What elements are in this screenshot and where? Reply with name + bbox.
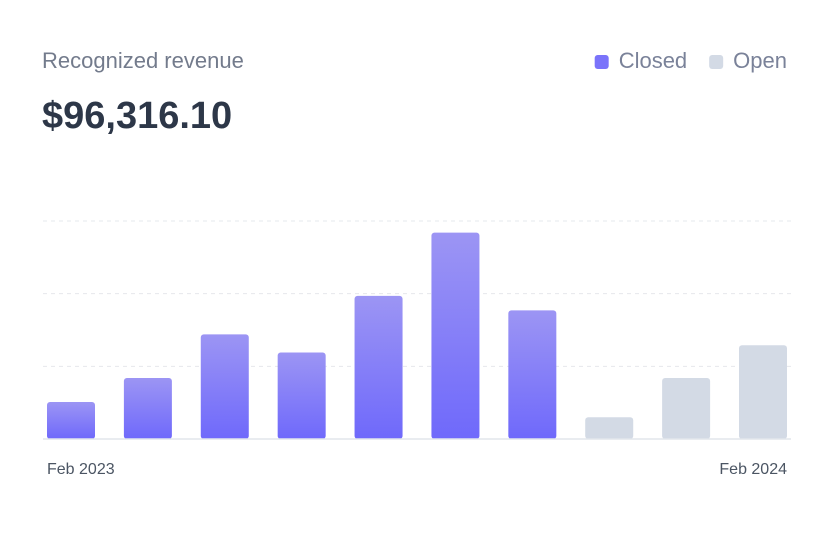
legend-swatch — [709, 55, 724, 69]
x-tick-label: Feb 2023 — [47, 461, 115, 478]
legend-swatch — [594, 55, 609, 69]
bar — [739, 345, 787, 439]
bar — [200, 334, 249, 439]
chart-title: Recognized revenue — [42, 48, 244, 73]
legend-label: Open — [733, 48, 787, 73]
bar — [508, 310, 557, 439]
legend-label: Closed — [619, 48, 687, 73]
bar — [354, 295, 403, 439]
bar — [431, 232, 480, 439]
x-tick-label: Feb 2024 — [719, 461, 787, 478]
total-value: $96,316.10 — [42, 95, 232, 137]
bar — [47, 401, 95, 439]
bar — [662, 377, 711, 439]
bar — [585, 417, 634, 439]
bar — [123, 377, 172, 439]
bar — [277, 352, 326, 439]
